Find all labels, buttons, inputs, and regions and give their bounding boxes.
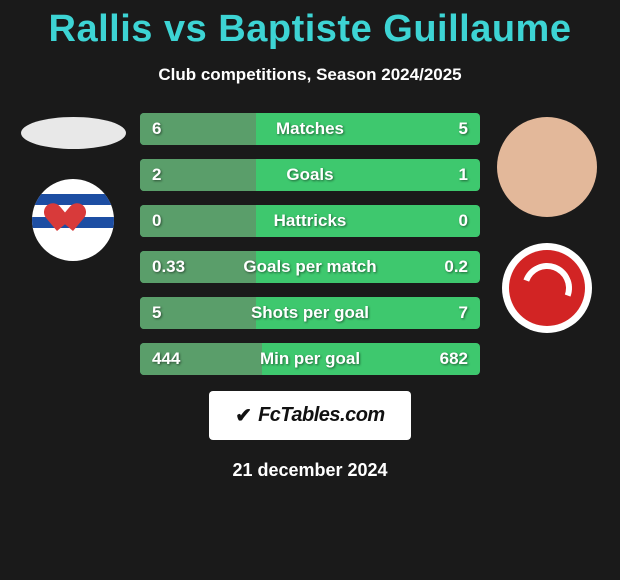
stat-row: 0.33 Goals per match 0.2 (140, 251, 480, 283)
stat-row: 0 Hattricks 0 (140, 205, 480, 237)
stat-left-value: 6 (152, 119, 161, 139)
brand-badge: ✔ FcTables.com (209, 391, 410, 440)
left-player-avatar (21, 117, 126, 149)
stat-label: Min per goal (260, 349, 360, 369)
stat-row: 6 Matches 5 (140, 113, 480, 145)
stat-right-value: 1 (459, 165, 468, 185)
stat-label: Goals per match (243, 257, 376, 277)
stat-right-value: 682 (440, 349, 468, 369)
stat-label: Shots per goal (251, 303, 369, 323)
brand-icon: ✔ (235, 403, 252, 428)
stat-left-value: 0 (152, 211, 161, 231)
stat-left-value: 0.33 (152, 257, 185, 277)
left-club-logo (32, 179, 114, 261)
subtitle: Club competitions, Season 2024/2025 (158, 65, 461, 85)
stats-column: 6 Matches 5 2 Goals 1 0 Hattricks 0 0.33 Goals per… (140, 113, 480, 375)
stat-left-value: 444 (152, 349, 180, 369)
stat-row: 2 Goals 1 (140, 159, 480, 191)
stat-right-value: 7 (459, 303, 468, 323)
brand-text: FcTables.com (258, 404, 385, 427)
stat-right-value: 5 (459, 119, 468, 139)
right-player-avatar (497, 117, 597, 217)
stats-area: 6 Matches 5 2 Goals 1 0 Hattricks 0 0.33 Goals per… (0, 113, 620, 375)
date-label: 21 december 2024 (232, 460, 387, 481)
stat-right-value: 0 (459, 211, 468, 231)
stat-row: 444 Min per goal 682 (140, 343, 480, 375)
stat-row: 5 Shots per goal 7 (140, 297, 480, 329)
right-player-column (492, 113, 602, 375)
stat-label: Matches (276, 119, 344, 139)
stat-left-value: 2 (152, 165, 161, 185)
page-title: Rallis vs Baptiste Guillaume (49, 8, 572, 51)
stat-label: Hattricks (274, 211, 347, 231)
stat-left-value: 5 (152, 303, 161, 323)
stat-right-value: 0.2 (444, 257, 468, 277)
left-player-column (18, 113, 128, 375)
stat-label: Goals (286, 165, 333, 185)
right-club-logo (502, 243, 592, 333)
